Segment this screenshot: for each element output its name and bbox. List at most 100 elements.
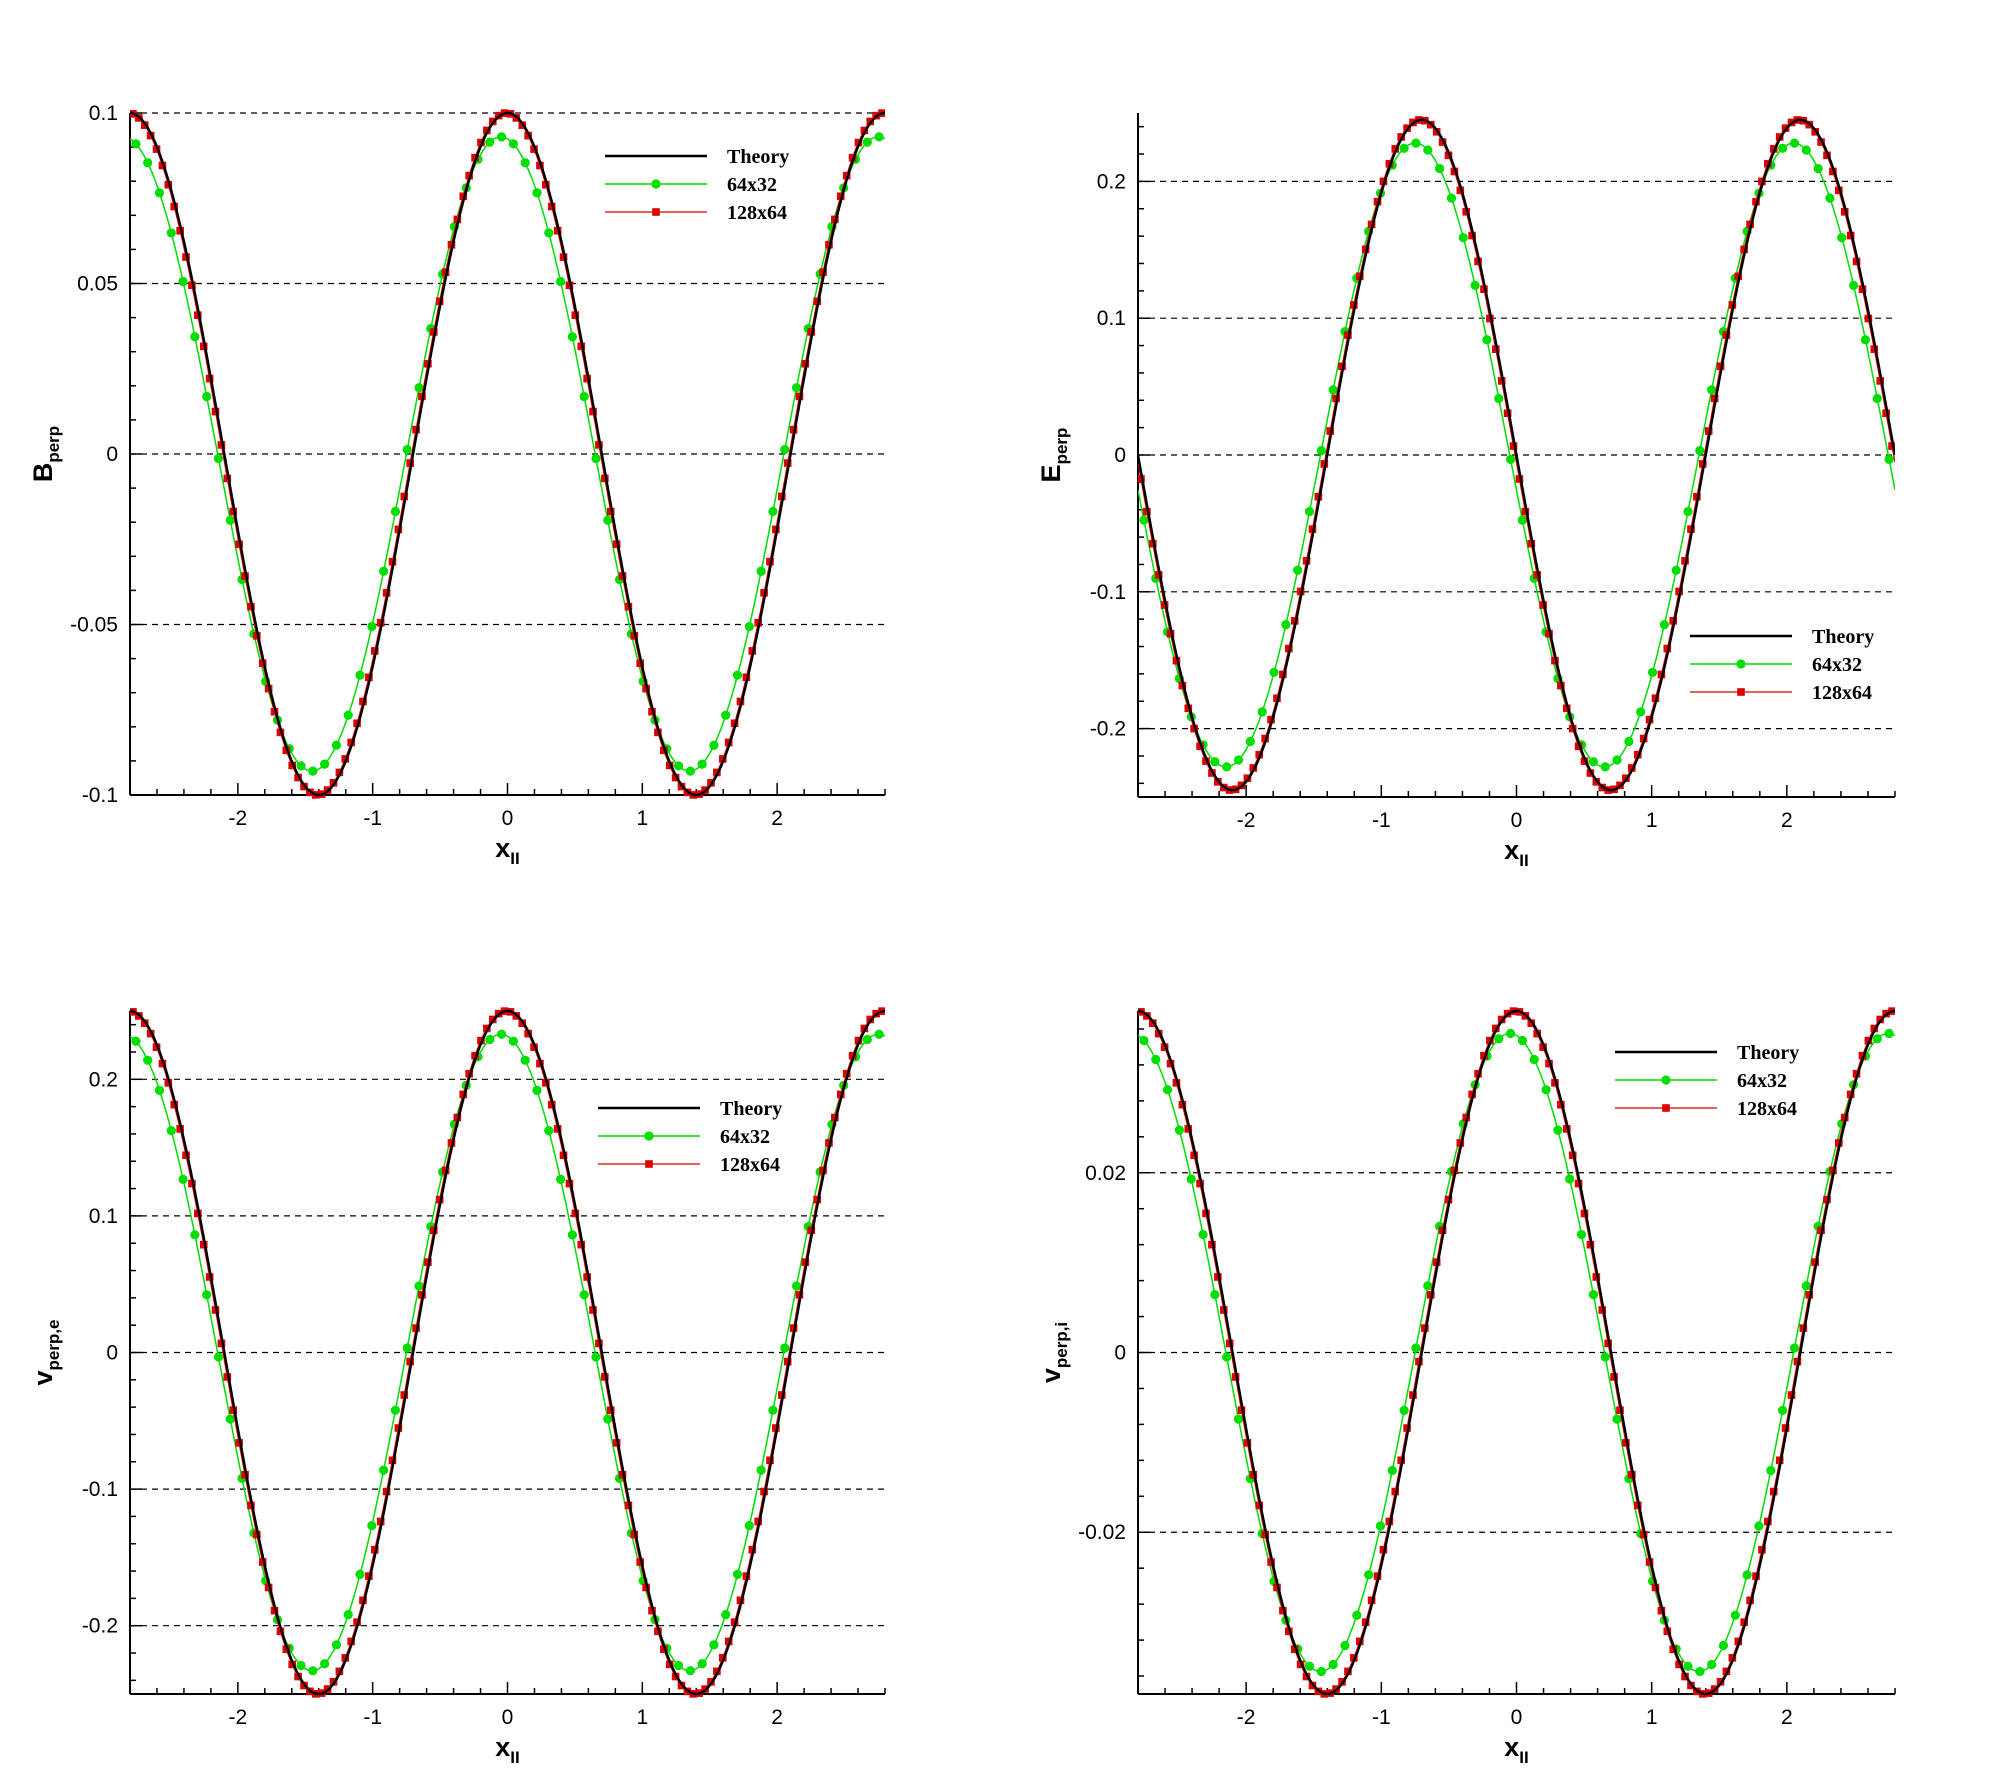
point-64x32 — [1517, 1035, 1528, 1046]
point-128x64 — [1888, 442, 1895, 450]
point-128x64 — [223, 474, 232, 483]
point-64x32 — [1435, 163, 1445, 174]
point-64x32 — [1233, 1414, 1244, 1424]
y-tick-label: -0.1 — [1090, 581, 1126, 604]
point-128x64 — [1728, 301, 1737, 309]
point-128x64 — [365, 673, 373, 682]
point-128x64 — [1586, 1240, 1595, 1249]
point-64x32 — [532, 188, 542, 198]
point-128x64 — [400, 492, 409, 501]
point-128x64 — [542, 1079, 550, 1087]
point-128x64 — [606, 1406, 615, 1414]
point-128x64 — [1657, 1606, 1666, 1615]
point-64x32 — [1233, 755, 1244, 765]
point-128x64 — [842, 171, 851, 180]
point-64x32 — [1470, 280, 1480, 290]
point-64x32 — [1683, 506, 1693, 517]
point-64x32 — [367, 1520, 377, 1531]
point-64x32 — [1364, 1570, 1374, 1580]
series-line-64x32 — [1138, 1032, 1895, 1673]
point-128x64 — [394, 1424, 403, 1432]
point-128x64 — [477, 138, 485, 147]
point-128x64 — [194, 1209, 202, 1218]
point-128x64 — [571, 1209, 580, 1218]
x-tick-label: -2 — [229, 1706, 248, 1729]
point-64x32 — [520, 158, 530, 168]
point-128x64 — [1462, 207, 1471, 216]
point-128x64 — [642, 1583, 650, 1592]
point-128x64 — [241, 572, 249, 580]
point-128x64 — [1456, 186, 1465, 195]
point-128x64 — [1710, 394, 1719, 403]
legend-label: 64x32 — [727, 174, 777, 196]
point-64x32 — [1576, 1229, 1587, 1240]
point-64x32 — [1778, 1405, 1788, 1415]
legend-label: 64x32 — [1737, 1070, 1787, 1092]
point-64x32 — [154, 1085, 165, 1095]
point-128x64 — [1190, 724, 1198, 733]
point-128x64 — [1285, 644, 1293, 653]
point-64x32 — [591, 453, 601, 464]
x-axis-label: xII — [1504, 835, 1528, 870]
x-tick-label: -2 — [1237, 1706, 1256, 1729]
point-64x32 — [1612, 755, 1622, 765]
point-128x64 — [630, 1530, 639, 1539]
point-64x32 — [1375, 1521, 1386, 1531]
point-128x64 — [1320, 460, 1329, 468]
point-128x64 — [718, 755, 727, 763]
point-128x64 — [1267, 715, 1275, 724]
point-128x64 — [288, 761, 297, 770]
point-64x32 — [1766, 1465, 1776, 1476]
point-64x32 — [709, 1640, 719, 1650]
point-128x64 — [660, 1645, 668, 1654]
point-128x64 — [1769, 145, 1778, 153]
point-128x64 — [789, 1324, 798, 1332]
point-128x64 — [730, 1618, 739, 1626]
x-tick-label: 1 — [1646, 1706, 1658, 1729]
point-64x32 — [1505, 1028, 1516, 1039]
y-tick-label: -0.02 — [1078, 1521, 1126, 1544]
point-128x64 — [1693, 492, 1701, 501]
point-128x64 — [1840, 1113, 1849, 1122]
point-128x64 — [772, 1424, 780, 1432]
point-64x32 — [1482, 335, 1492, 345]
y-tick-label: -0.2 — [82, 1615, 118, 1638]
point-128x64 — [665, 761, 674, 770]
point-128x64 — [1663, 644, 1672, 653]
point-128x64 — [270, 707, 279, 716]
point-128x64 — [353, 1618, 361, 1626]
point-128x64 — [1521, 507, 1530, 516]
point-64x32 — [296, 761, 306, 771]
point-64x32 — [308, 766, 318, 776]
point-64x32 — [225, 515, 235, 525]
point-64x32 — [567, 1230, 577, 1240]
point-128x64 — [624, 602, 633, 611]
point-128x64 — [1480, 285, 1488, 293]
point-64x32 — [697, 1659, 707, 1669]
point-128x64 — [1350, 301, 1358, 309]
point-64x32 — [1399, 1405, 1409, 1415]
point-64x32 — [296, 1660, 306, 1671]
point-64x32 — [673, 761, 684, 771]
point-128x64 — [1799, 1324, 1808, 1332]
point-128x64 — [724, 738, 733, 747]
point-64x32 — [1683, 1661, 1693, 1671]
point-128x64 — [1326, 427, 1335, 435]
point-64x32 — [1789, 138, 1800, 148]
point-64x32 — [1328, 1659, 1338, 1670]
point-128x64 — [760, 1487, 768, 1496]
point-128x64 — [1740, 245, 1748, 254]
point-64x32 — [1837, 232, 1847, 243]
point-128x64 — [1302, 557, 1311, 565]
point-128x64 — [341, 1654, 350, 1662]
point-128x64 — [724, 1637, 733, 1646]
point-64x32 — [756, 566, 766, 576]
point-128x64 — [1835, 1139, 1843, 1147]
point-64x32 — [1446, 193, 1457, 203]
point-64x32 — [744, 621, 754, 632]
point-128x64 — [347, 738, 355, 747]
point-128x64 — [1823, 1195, 1831, 1204]
point-64x32 — [497, 1029, 507, 1039]
series-line-64x32 — [130, 136, 885, 772]
